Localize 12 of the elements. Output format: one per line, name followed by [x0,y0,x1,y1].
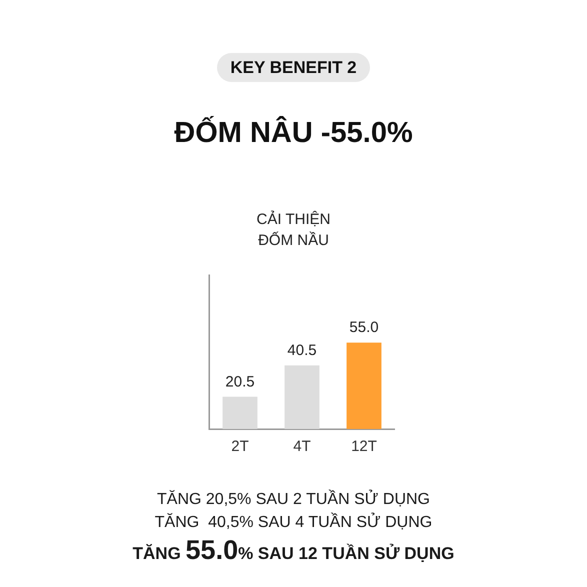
data-label: 20.5 [225,373,255,390]
y-axis-title: CẢI THIỆN ĐỐM NẦU [256,210,332,251]
x-tick-label: 12T [351,438,377,456]
x-tick-label: 2T [231,438,249,456]
chart-title: ĐỐM NÂU -55.0% [173,116,414,150]
text: TĂNG 55.0% SAU 12 TUẦN SỬ DỤNG [132,535,454,565]
text: TĂNG 20,5% SAU 2 TUẦN SỬ DỤNG [156,489,431,510]
data-label: 55.0 [349,319,379,336]
chart-subtitle: KEY BENEFIT 2 [217,53,370,82]
x-tick-label: 4T [293,438,311,456]
data-label: 40.5 [287,342,317,359]
text: TĂNG 40,5% SAU 4 TUẦN SỬ DỤNG [154,512,434,533]
